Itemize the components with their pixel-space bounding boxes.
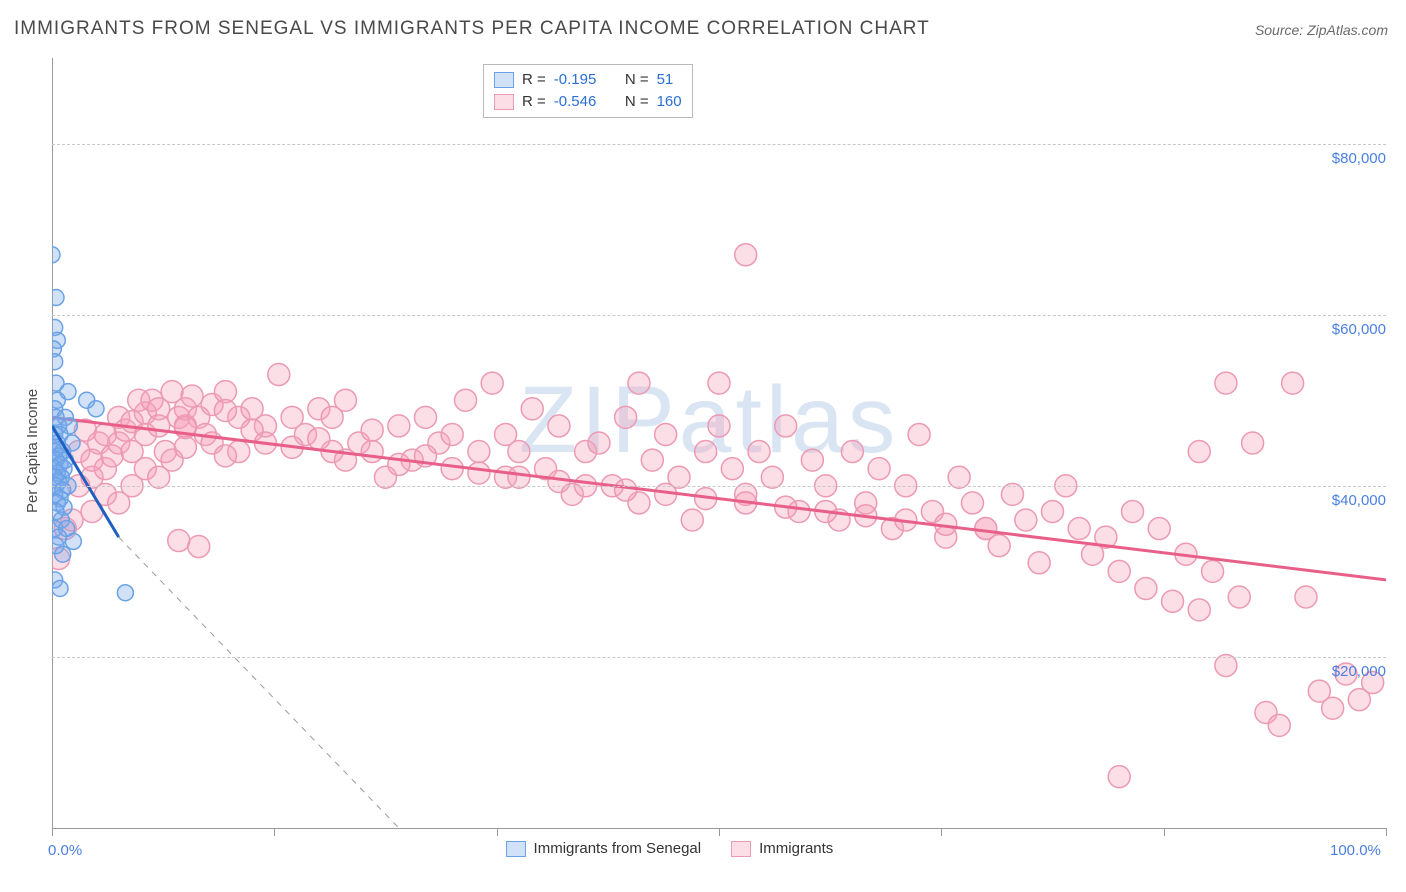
x-tick-mark [497,828,498,836]
gridline [52,144,1386,145]
y-axis-label: Per Capita Income [24,389,41,513]
gridline [52,657,1386,658]
legend-r-value: -0.195 [554,69,597,91]
y-tick-label: $80,000 [1306,150,1386,167]
plot-area [52,58,1387,829]
series-legend-label: Immigrants [759,840,833,857]
legend-n-label: N = [625,91,649,113]
x-tick-mark [1164,828,1165,836]
x-tick-mark [1386,828,1387,836]
series-legend-item: Immigrants [731,840,833,857]
legend-n-label: N = [625,69,649,91]
legend-row: R = -0.195 N = 51 [494,69,682,91]
gridline [52,486,1386,487]
x-tick-mark [719,828,720,836]
legend-n-value: 160 [657,91,682,113]
series-legend: Immigrants from Senegal Immigrants [506,840,834,857]
x-tick-mark [941,828,942,836]
x-tick-mark [52,828,53,836]
legend-swatch [494,94,514,110]
x-end-label: 100.0% [1330,842,1381,859]
x-tick-mark [274,828,275,836]
legend-row: R = -0.546 N = 160 [494,91,682,113]
y-tick-label: $60,000 [1306,321,1386,338]
source-credit: Source: ZipAtlas.com [1255,22,1388,38]
legend-swatch [731,841,751,857]
legend-swatch [506,841,526,857]
correlation-legend: R = -0.195 N = 51 R = -0.546 N = 160 [483,64,693,118]
chart-title: IMMIGRANTS FROM SENEGAL VS IMMIGRANTS PE… [14,18,930,40]
legend-r-value: -0.546 [554,91,597,113]
series-legend-label: Immigrants from Senegal [534,840,702,857]
gridline [52,315,1386,316]
y-tick-label: $20,000 [1306,663,1386,680]
x-start-label: 0.0% [48,842,82,859]
legend-n-value: 51 [657,69,674,91]
legend-r-label: R = [522,91,546,113]
legend-r-label: R = [522,69,546,91]
series-legend-item: Immigrants from Senegal [506,840,702,857]
legend-swatch [494,72,514,88]
y-tick-label: $40,000 [1306,492,1386,509]
